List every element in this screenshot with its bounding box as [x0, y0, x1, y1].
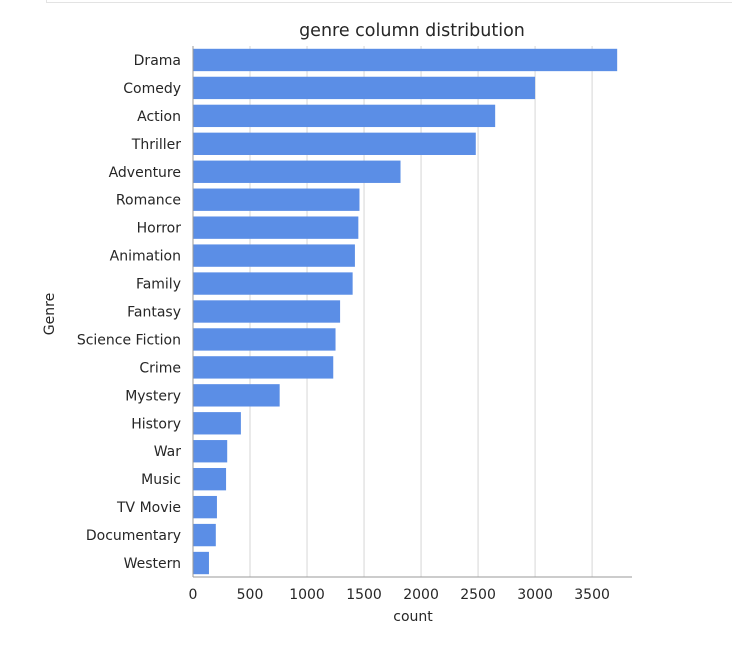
bar	[193, 328, 336, 351]
bar	[193, 216, 359, 239]
x-tick-label: 2500	[460, 587, 496, 603]
y-tick-label: Romance	[116, 193, 181, 209]
bar	[193, 300, 341, 323]
y-tick-label: Science Fiction	[77, 332, 181, 348]
y-tick-labels: Drama Comedy Action Thriller Adventure Romanc…	[77, 53, 181, 572]
bar	[193, 272, 353, 295]
y-axis-label: Genre	[42, 293, 58, 335]
x-tick-label: 500	[237, 587, 264, 603]
bar	[193, 523, 216, 547]
y-tick-label: Thriller	[131, 137, 181, 153]
chart-title: genre column distribution	[299, 21, 525, 41]
bar	[193, 48, 618, 72]
bar	[193, 495, 217, 519]
y-tick-label: Animation	[110, 249, 181, 265]
bar	[193, 384, 280, 407]
bar	[193, 412, 241, 435]
y-tick-label: Comedy	[123, 81, 181, 97]
y-tick-label: Music	[141, 472, 181, 488]
x-tick-label: 3000	[517, 587, 553, 603]
x-tick-label: 3500	[574, 587, 610, 603]
bar	[193, 551, 209, 575]
notebook-output-frame	[46, 0, 732, 3]
bar	[193, 468, 227, 491]
bar	[193, 440, 228, 463]
y-tick-label: Mystery	[125, 388, 181, 404]
y-tick-label: Drama	[134, 53, 181, 69]
y-tick-label: Crime	[139, 360, 181, 376]
y-tick-label: Action	[137, 109, 181, 125]
bar	[193, 160, 401, 183]
bar	[193, 104, 496, 128]
y-tick-label: Documentary	[86, 528, 181, 544]
y-tick-label: Family	[136, 277, 181, 293]
x-axis-label: count	[393, 609, 433, 625]
bar	[193, 244, 355, 267]
bar	[193, 188, 360, 211]
y-tick-label: TV Movie	[116, 500, 181, 516]
y-tick-label: Western	[124, 556, 181, 572]
axes	[192, 46, 632, 578]
bar	[193, 356, 334, 379]
x-tick-label: 1500	[346, 587, 382, 603]
x-tick-label: 1000	[289, 587, 325, 603]
bar	[193, 132, 476, 155]
y-tick-label: History	[131, 416, 181, 432]
x-tick-label: 0	[189, 587, 198, 603]
bar	[193, 76, 536, 100]
x-tick-labels: 0 500 1000 1500 2000 2500 3000 3500	[189, 587, 610, 603]
y-tick-label: War	[154, 444, 182, 460]
y-tick-label: Horror	[137, 221, 182, 237]
x-tick-label: 2000	[403, 587, 439, 603]
y-tick-label: Fantasy	[127, 305, 181, 321]
bars	[193, 48, 618, 575]
y-tick-label: Adventure	[109, 165, 181, 181]
